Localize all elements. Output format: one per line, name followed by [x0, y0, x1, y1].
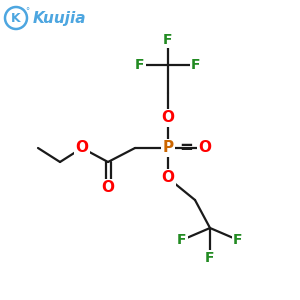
Text: F: F	[135, 58, 145, 72]
Text: O: O	[101, 181, 115, 196]
Text: F: F	[163, 33, 173, 47]
Text: K: K	[11, 11, 21, 25]
Text: F: F	[191, 58, 201, 72]
Text: O: O	[76, 140, 88, 155]
Text: O: O	[161, 110, 175, 125]
Text: =: =	[180, 139, 194, 157]
Text: P: P	[162, 140, 174, 155]
Text: °: °	[25, 8, 29, 16]
Text: Kuujia: Kuujia	[33, 11, 86, 26]
Text: O: O	[161, 170, 175, 185]
Text: F: F	[233, 233, 243, 247]
Text: F: F	[177, 233, 187, 247]
Text: O: O	[199, 140, 212, 155]
Text: F: F	[205, 251, 215, 265]
